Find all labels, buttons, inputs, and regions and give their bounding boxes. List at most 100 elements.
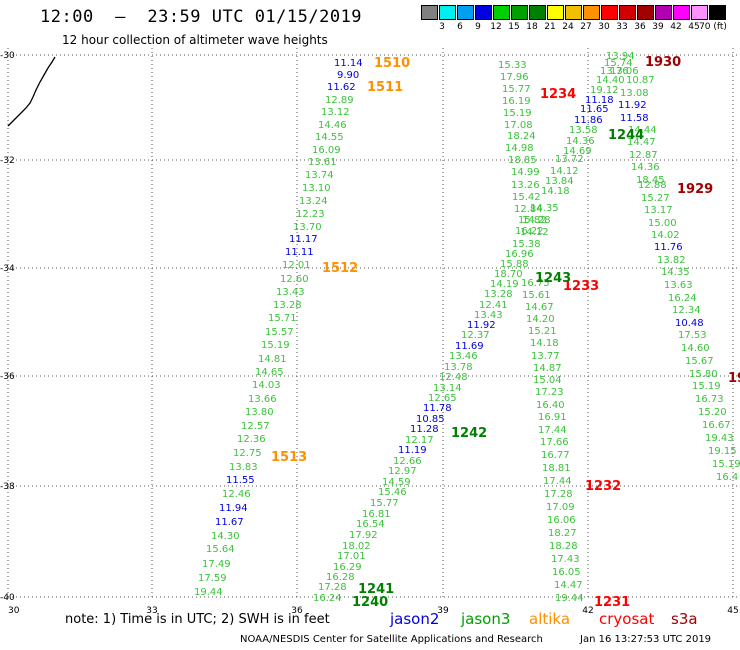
wave-height-value: 11.92 xyxy=(618,100,647,111)
longitude-tick-label: 30 xyxy=(8,606,20,616)
wave-height-value: 14.98 xyxy=(505,143,534,154)
latitude-tick-label: -40 xyxy=(0,593,15,603)
legend-swatch xyxy=(439,5,456,20)
wave-height-value: 19.15 xyxy=(708,446,737,457)
wave-height-value: 17.44 xyxy=(538,425,567,436)
wave-height-value: 12.17 xyxy=(405,435,434,446)
wave-height-value: 11.14 xyxy=(334,58,363,69)
pass-time-labels: 1510 1511 1512 1513 1234 1233 1232 1231 1930 1929… xyxy=(271,55,740,610)
legend-swatch-label: 36 xyxy=(634,22,646,32)
wave-height-value: 13.14 xyxy=(433,383,462,394)
map-grid xyxy=(7,48,740,600)
wave-height-value: 12.57 xyxy=(241,421,270,432)
wave-height-value: 12.65 xyxy=(428,393,457,404)
wave-height-value: 16.96 xyxy=(505,249,534,260)
legend-swatch xyxy=(619,5,636,20)
wave-height-value: 17.28 xyxy=(318,582,347,593)
wave-height-value: 17.28 xyxy=(544,489,573,500)
pass-time-label: 1510 xyxy=(374,56,410,71)
wave-height-value: 13.83 xyxy=(229,462,258,473)
wave-height-value: 13.76 xyxy=(600,66,629,77)
wave-height-value: 12.66 xyxy=(393,456,422,467)
wave-height-value: 15.46 xyxy=(378,487,407,498)
legend-swatch-label: 9 xyxy=(475,22,481,32)
wave-height-value: 12.41 xyxy=(479,300,508,311)
wave-height-value: 14.30 xyxy=(211,531,240,542)
longitude-tick-labels: 30 33 36 39 42 45 xyxy=(8,606,739,616)
wave-height-value: 10.48 xyxy=(675,318,704,329)
latitude-tick-label: -34 xyxy=(0,264,15,274)
wave-height-value: 16.91 xyxy=(538,412,567,423)
wave-height-value: 12.37 xyxy=(461,330,490,341)
wave-height-observations: 11.149.9011.6212.8913.1214.4614.5516.091… xyxy=(194,51,740,604)
wave-height-value: 14.65 xyxy=(255,367,284,378)
wave-height-value: 16.24 xyxy=(668,293,697,304)
wave-height-value: 11.69 xyxy=(455,341,484,352)
wave-height-value: 13.12 xyxy=(321,107,350,118)
pass-time-label: 1929 xyxy=(677,182,713,197)
wave-height-value: 18.85 xyxy=(508,155,537,166)
legend-swatch-label: 21 xyxy=(544,22,556,32)
legend-swatch-label: 12 xyxy=(490,22,502,32)
wave-height-value: 18.45 xyxy=(636,175,665,186)
wave-height-value: 13.24 xyxy=(299,196,328,207)
legend-swatch-label: 24 xyxy=(562,22,574,32)
legend-swatch xyxy=(601,5,618,20)
wave-height-value: 19.43 xyxy=(705,433,734,444)
wave-height-value: 10.85 xyxy=(416,414,445,425)
legend-swatch xyxy=(529,5,546,20)
latitude-tick-label: -38 xyxy=(0,482,15,492)
wave-height-value: 15.88 xyxy=(500,259,529,270)
wave-height-value: 15.00 xyxy=(648,218,677,229)
map-subtitle: 12 hour collection of altimeter wave hei… xyxy=(62,33,328,47)
wave-height-value: 11.11 xyxy=(285,247,314,258)
wave-height-value: 17.23 xyxy=(535,387,564,398)
wave-height-value: 13.17 xyxy=(644,205,673,216)
wave-height-value: 13.06 xyxy=(610,66,639,77)
wave-height-value: 17.49 xyxy=(202,559,231,570)
pass-time-label: 1240 xyxy=(352,595,388,610)
wave-height-value: 16.29 xyxy=(333,562,362,573)
longitude-tick-label: 36 xyxy=(291,606,303,616)
legend-swatch xyxy=(493,5,510,20)
wave-height-value: 13.26 xyxy=(511,180,540,191)
legend-swatch-label: 45 xyxy=(688,22,700,32)
wave-height-value: 18.70 xyxy=(494,269,523,280)
wave-height-value: 13.28 xyxy=(273,300,302,311)
wave-height-value: 15.21 xyxy=(528,326,557,337)
wave-height-value: 16.28 xyxy=(326,572,355,583)
wave-height-value: 14.28 xyxy=(522,215,551,226)
wave-height-value: 17.59 xyxy=(198,573,227,584)
wave-height-value: 11.62 xyxy=(327,82,356,93)
wave-height-value: 13.10 xyxy=(302,183,331,194)
wave-height-value: 14.67 xyxy=(525,302,554,313)
wave-height-value: 18.02 xyxy=(342,541,371,552)
legend-swatch-label: 42 xyxy=(670,22,682,32)
wave-height-value: 12.36 xyxy=(237,434,266,445)
pass-time-label: 1241 xyxy=(358,582,394,597)
wave-height-value: 15.19 xyxy=(712,459,740,470)
wave-height-value: 17.01 xyxy=(337,551,366,562)
wave-height-value: 14.69 xyxy=(563,146,592,157)
legend-swatch-label: 3 xyxy=(439,22,445,32)
wave-height-value: 13.94 xyxy=(606,51,635,62)
legend-swatch-label: 15 xyxy=(508,22,520,32)
wave-height-value: 15.19 xyxy=(503,108,532,119)
wave-height-value: 13.72 xyxy=(555,154,584,165)
wave-height-value: 13.28 xyxy=(484,289,513,300)
wave-height-value: 19.44 xyxy=(194,587,223,598)
legend-swatch xyxy=(691,5,708,20)
wave-height-value: 13.43 xyxy=(276,287,305,298)
wave-height-value: 9.90 xyxy=(337,70,359,81)
wave-height-value: 15.19 xyxy=(692,381,721,392)
legend-swatch-label: 27 xyxy=(580,22,592,32)
wave-height-value: 15.67 xyxy=(685,356,714,367)
wave-height-value: 13.58 xyxy=(569,125,598,136)
pass-time-label: 1244 xyxy=(608,128,644,143)
legend-swatch xyxy=(583,5,600,20)
legend-swatch xyxy=(565,5,582,20)
wave-height-value: 11.28 xyxy=(410,424,439,435)
wave-height-value: 14.36 xyxy=(566,136,595,147)
wave-height-value: 13.78 xyxy=(444,362,473,373)
wave-height-value: 14.35 xyxy=(661,267,690,278)
